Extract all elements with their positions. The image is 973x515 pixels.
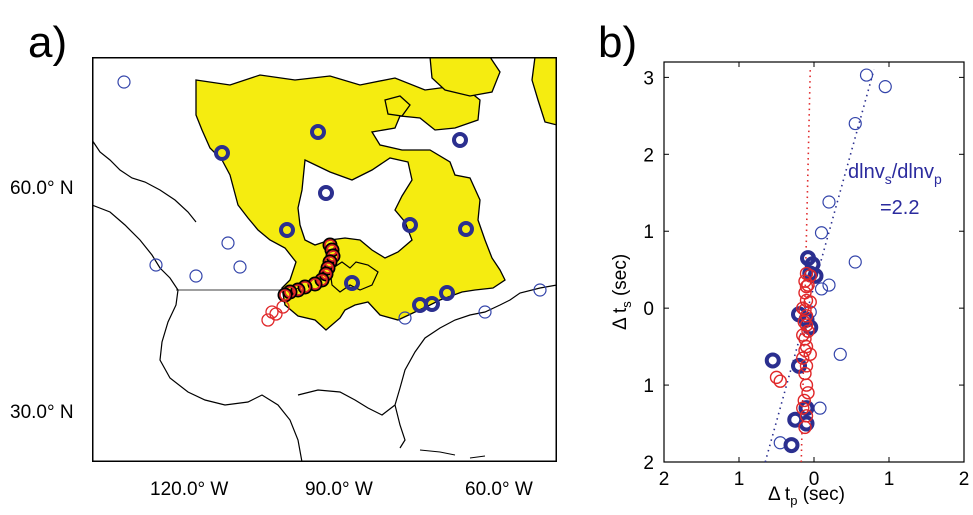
station-filled: [458, 221, 474, 237]
map-markers: [117, 75, 547, 327]
lon-label-120: 120.0° W: [150, 479, 228, 500]
station-open: [221, 236, 235, 250]
x-axis-label-text: Δ t: [768, 484, 791, 505]
point-red-open: [796, 351, 810, 365]
point-red-open: [797, 393, 811, 408]
lat-label-60: 60.0° N: [10, 178, 74, 199]
station-arc-red: [279, 289, 291, 301]
station-filled: [402, 217, 418, 233]
island-2: [384, 95, 411, 117]
station-red-open: [276, 300, 290, 314]
point-blue-filled: [798, 400, 815, 417]
lat-label-30: 30.0° N: [10, 402, 74, 423]
station-red-open: [265, 305, 279, 319]
station-open: [189, 269, 203, 283]
point-red-open: [796, 301, 810, 315]
ratio-sub-2: p: [934, 171, 942, 187]
x-tick-label: 1: [734, 469, 745, 490]
point-blue-open: [813, 401, 827, 415]
point-blue-open: [822, 278, 836, 292]
map-area: [92, 57, 557, 462]
point-red-open: [797, 315, 811, 329]
x-axis-label: Δ tp (sec): [768, 484, 845, 508]
x-tick-label: 2: [659, 469, 670, 490]
lon-label-60: 60.0° W: [465, 479, 533, 500]
caribbean: [419, 449, 486, 459]
y-tick-label: 3: [643, 68, 654, 89]
hudson-bay: [297, 157, 413, 259]
x-tick-label: 1: [884, 469, 895, 490]
x-axis-sub: p: [790, 493, 797, 508]
y-axis-unit: (sec): [610, 254, 631, 302]
panel-b-label: b): [598, 18, 637, 67]
station-filled: [310, 124, 326, 140]
station-filled: [439, 285, 455, 301]
point-red-open: [799, 309, 814, 323]
point-blue-open: [833, 347, 847, 361]
point-blue-open: [848, 116, 862, 131]
station-open: [533, 283, 547, 297]
florida: [394, 404, 406, 449]
y-axis-label-text: Δ t: [610, 307, 631, 330]
ratio-text-mid: /dlnv: [892, 161, 934, 183]
station-arc: [297, 279, 313, 295]
y-tick-label: 0: [643, 299, 654, 320]
y-axis-sub: s: [619, 301, 634, 308]
point-red-open: [799, 359, 814, 373]
point-red-open: [799, 378, 814, 392]
point-blue-open: [878, 80, 892, 94]
y-axis-label: Δ ts (sec): [610, 254, 634, 330]
panel-a-label: a): [28, 18, 67, 67]
y-tick-label: 2: [643, 145, 654, 166]
x-tick-label: 0: [809, 469, 820, 490]
x-axis-unit: (sec): [797, 484, 845, 505]
station-open: [149, 258, 163, 272]
point-red-open: [801, 278, 815, 292]
station-filled: [452, 132, 468, 148]
station-filled: [318, 185, 334, 201]
station-filled: [424, 296, 440, 312]
ratio-annotation: dlnvs/dlnvp: [848, 161, 942, 187]
point-blue-open: [822, 195, 836, 209]
lon-label-90: 90.0° W: [305, 479, 373, 500]
point-blue-filled: [764, 352, 781, 369]
point-red-open: [773, 374, 787, 388]
y-tick-label: 2: [643, 453, 654, 474]
point-blue-open: [814, 282, 829, 296]
lakes-shore: [329, 261, 379, 293]
station-open: [478, 305, 492, 319]
point-red-open: [798, 420, 812, 435]
gulf-coast: [297, 284, 557, 416]
alaska: [92, 139, 197, 223]
station-open: [233, 260, 247, 274]
station-arc-red: [292, 284, 304, 296]
station-arc: [290, 282, 306, 298]
y-tick-label: 1: [643, 376, 654, 397]
station-filled: [214, 145, 230, 161]
point-red-open: [799, 279, 814, 294]
station-filled: [279, 222, 295, 238]
point-blue-open: [848, 255, 862, 269]
station-filled: [344, 275, 360, 291]
point-red-open: [769, 370, 784, 385]
point-blue-filled: [807, 267, 824, 284]
continent-coast: [92, 204, 303, 462]
arctic-island: [429, 57, 501, 97]
scatter-points: [764, 68, 892, 454]
point-blue-open: [859, 68, 874, 82]
point-blue-open: [814, 226, 829, 240]
ratio-value: =2.2: [880, 197, 919, 219]
ratio-sub-1: s: [885, 171, 892, 187]
station-open: [398, 311, 412, 325]
ratio-text-1: dlnv: [848, 161, 885, 183]
x-tick-label: 2: [959, 469, 970, 490]
station-open: [117, 75, 131, 89]
point-red-open: [796, 401, 810, 415]
axis-ticks: 2 1 0 1 2 3 2 1 0 1 2: [643, 62, 969, 490]
point-red-open: [801, 386, 815, 400]
greenland: [531, 57, 557, 126]
y-tick-label: 1: [643, 222, 654, 243]
point-blue-filled: [783, 437, 800, 454]
